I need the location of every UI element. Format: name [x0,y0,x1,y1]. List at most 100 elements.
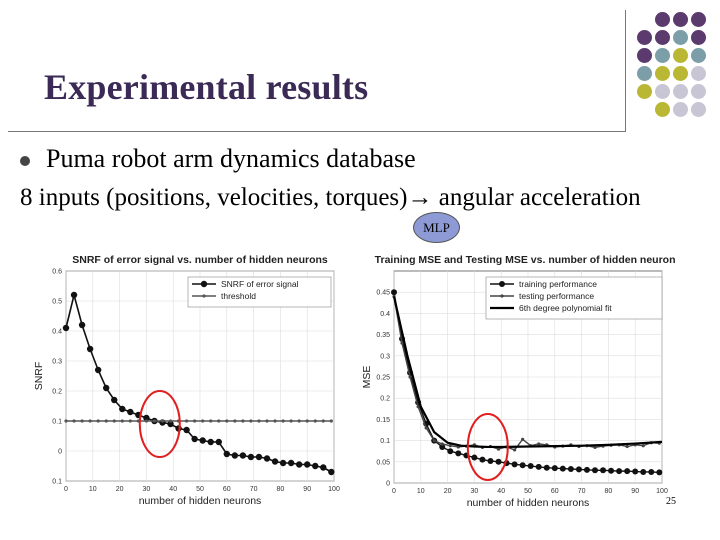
data-point [225,419,229,423]
series-line [65,294,332,473]
data-point [495,458,502,465]
data-point [64,419,68,423]
data-point [289,419,293,423]
data-point [583,466,590,473]
highlight-ellipse [466,412,509,481]
slide-title: Experimental results [44,67,369,107]
y-tick-label: 0.05 [376,459,390,466]
data-point [567,466,574,473]
data-point [279,459,287,467]
data-point [593,445,597,449]
data-point [440,442,444,446]
data-point [305,419,309,423]
x-tick-label: 30 [471,488,479,495]
data-point [513,448,517,452]
data-point [215,438,222,446]
data-point [312,462,319,470]
bullet-item: Puma robot arm dynamics database [20,144,416,174]
data-point [329,419,333,423]
decorative-dot [673,12,688,27]
legend-label: threshold [221,291,256,301]
data-point [257,419,261,423]
x-axis-label: number of hidden neurons [467,497,590,509]
snrf-chart: SNRF of error signal vs. number of hidde… [33,254,340,507]
data-point [297,419,301,423]
y-tick-label: 0 [58,449,62,456]
data-point [521,437,525,441]
y-tick-label: 0.35 [376,332,390,339]
legend-marker [500,294,504,298]
legend-box [485,276,663,320]
x-tick-label: 60 [223,486,231,493]
y-tick-label: 0.2 [380,396,390,403]
data-point [320,464,327,471]
data-point [535,463,542,470]
data-point [448,444,452,448]
data-point [231,452,239,459]
data-point [70,291,78,299]
x-tick-label: 70 [250,486,258,493]
decorative-dot [673,30,688,45]
x-axis-label: number of hidden neurons [139,495,262,507]
data-point [496,447,501,451]
data-point [263,455,271,462]
data-point [455,450,462,457]
data-point [640,468,647,475]
data-point [247,453,255,461]
data-point [152,419,157,423]
x-tick-label: 60 [551,488,559,495]
data-point [616,468,623,475]
y-tick-label: 0.4 [380,311,390,318]
y-tick-label: 0.3 [380,353,390,360]
decorative-dot [655,12,670,27]
decorative-dot [637,84,652,99]
y-tick-label: 0.4 [52,329,62,336]
data-point [304,461,311,468]
data-point [271,458,279,465]
data-point [543,464,550,471]
decorative-dot-grid [637,12,720,120]
x-tick-label: 40 [497,488,505,495]
data-point [265,419,269,423]
decorative-dot [691,84,706,99]
mse-chart: Training MSE and Testing MSE vs. number … [361,254,676,509]
highlight-ellipse [138,390,181,458]
data-point [321,419,325,423]
x-tick-label: 80 [277,486,285,493]
decorative-dot [691,66,706,81]
decorative-dot [655,66,670,81]
decorative-dot [691,12,706,27]
data-point [94,366,102,374]
data-point [241,419,245,423]
x-tick-label: 90 [303,486,311,493]
legend-label: 6th degree polynomial fit [519,303,612,313]
data-point [96,419,100,423]
data-point [527,463,534,470]
data-point [144,419,148,423]
y-tick-label: 0.3 [52,359,62,366]
decorative-dot [673,66,688,81]
data-point [551,465,558,472]
data-point [207,438,214,446]
data-point [416,405,420,409]
legend-marker [200,280,208,288]
decorative-dot [637,66,652,81]
data-point [160,419,165,423]
data-point [88,419,92,423]
data-point [209,419,213,423]
data-point [111,396,118,404]
decorative-dot [655,84,670,99]
data-point [632,468,639,475]
data-point [223,450,230,458]
data-point [641,444,645,448]
arrow-icon: → [407,184,433,211]
data-point [143,414,150,422]
decorative-dot [637,48,652,63]
data-point [400,341,404,345]
x-tick-label: 40 [169,486,177,493]
legend-label: testing performance [519,291,594,301]
data-point [201,419,205,423]
x-tick-label: 0 [392,488,396,495]
data-point [447,448,454,455]
data-point [487,457,494,464]
